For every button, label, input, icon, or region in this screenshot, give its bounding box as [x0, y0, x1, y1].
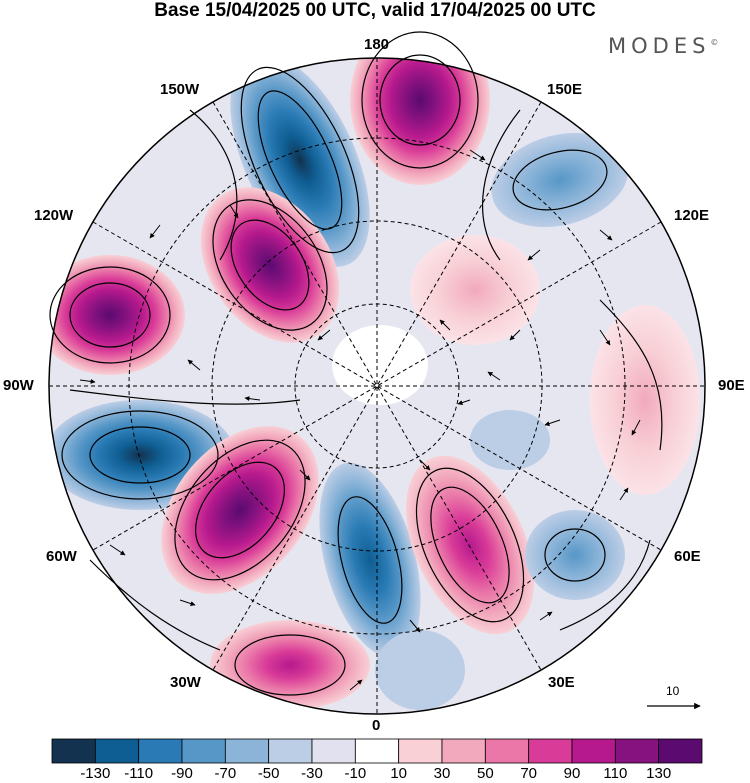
- colorbar-swatch: [354, 738, 400, 764]
- colorbar-swatch: [398, 738, 443, 764]
- anomaly-lobe: [210, 620, 370, 710]
- brand-mark: ©: [710, 38, 719, 47]
- lon-label-180: 180: [364, 36, 390, 53]
- colorbar-swatch: [311, 738, 356, 764]
- colorbar-swatch: [181, 738, 226, 764]
- lon-label-150w: 150W: [160, 81, 200, 98]
- anomaly-lobe: [319, 462, 421, 658]
- anomaly-lobe: [491, 132, 629, 228]
- colorbar-swatch: [94, 738, 140, 764]
- colorbar-swatch: [614, 738, 660, 764]
- colorbar-swatch: [224, 738, 270, 764]
- brand-logo: MODES©: [608, 34, 718, 58]
- anomaly-lobe: [230, 58, 370, 267]
- colorbar-tick-label: -10: [344, 765, 367, 782]
- colorbar-tick-label: -110: [124, 765, 154, 782]
- colorbar-tick-label: -50: [257, 765, 280, 782]
- anomaly-lobe: [375, 630, 465, 710]
- anomaly-lobe: [49, 255, 185, 375]
- graticule: [49, 58, 705, 714]
- colorbar-tick-label: 50: [476, 765, 494, 782]
- colorbar-swatch: [138, 738, 183, 764]
- lon-label-60e: 60E: [674, 548, 701, 565]
- anomaly-lobe: [161, 426, 319, 594]
- vector-reference-label: 10: [666, 684, 680, 698]
- anomaly-field: [49, 58, 705, 714]
- anomaly-lobe: [470, 410, 550, 470]
- colorbar-tick-label: 130: [646, 765, 672, 782]
- map-border: [48, 57, 706, 715]
- anomaly-lobe: [405, 455, 535, 635]
- colorbar-tick-label: 70: [520, 765, 537, 782]
- lon-label-0: 0: [372, 717, 381, 734]
- lon-label-30e: 30E: [548, 674, 575, 691]
- lon-label-150e: 150E: [547, 81, 583, 98]
- colorbar-tick-label: -90: [171, 765, 193, 782]
- colorbar-tick-label: -130: [80, 765, 111, 782]
- colorbar-tick-label: -70: [214, 765, 237, 782]
- streamlines: [49, 31, 663, 696]
- lon-label-90e: 90E: [718, 377, 745, 394]
- anomaly-lobe: [590, 305, 700, 495]
- colorbar-swatch: [658, 738, 703, 764]
- colorbar-swatch: [528, 738, 573, 764]
- polar-cap: [332, 325, 428, 405]
- colorbar-tick-label: 110: [603, 765, 628, 782]
- lon-label-60w: 60W: [46, 548, 77, 565]
- lon-label-120e: 120E: [674, 207, 710, 224]
- colorbar-tick-label: -30: [301, 765, 323, 782]
- lon-label-120w: 120W: [34, 207, 74, 224]
- colorbar-swatch: [268, 738, 313, 764]
- anomaly-lobe: [525, 510, 625, 600]
- colorbar-swatch: [51, 738, 96, 764]
- colorbar: [51, 738, 703, 764]
- lon-label-30w: 30W: [170, 674, 201, 691]
- colorbar-swatch: [571, 738, 616, 764]
- map-title: Base 15/04/2025 00 UTC, valid 17/04/2025…: [154, 0, 596, 21]
- anomaly-lobe: [410, 235, 540, 345]
- lon-label-90w: 90W: [3, 377, 34, 394]
- colorbar-tick-label: 10: [390, 765, 407, 782]
- brand-text: MODES: [608, 34, 711, 58]
- anomaly-lobe: [350, 58, 490, 185]
- colorbar-tick-label: 90: [563, 765, 581, 782]
- wind-arrows: [79, 149, 641, 691]
- colorbar-tick-label: 30: [433, 765, 451, 782]
- colorbar-swatch: [441, 738, 486, 764]
- colorbar-swatch: [484, 738, 530, 764]
